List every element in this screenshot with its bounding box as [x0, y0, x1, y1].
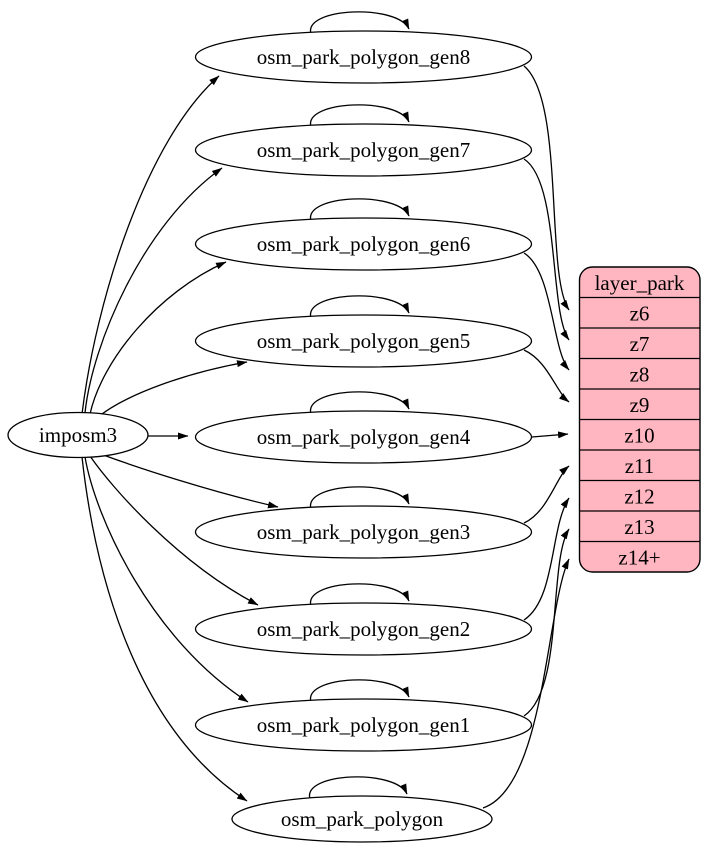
edge-imposm3-polygon — [81, 456, 248, 802]
node-imposm3: imposm3 — [7, 411, 149, 459]
edges-self-loops — [309, 11, 410, 800]
layer-row-z9: z9 — [630, 393, 650, 417]
gen1-ellipse — [194, 698, 533, 752]
gen2-label: osm_park_polygon_gen2 — [257, 617, 470, 641]
gen3-ellipse — [194, 505, 533, 559]
node-osm-park-polygon-gen4: osm_park_polygon_gen4 — [194, 410, 533, 464]
gen8-label: osm_park_polygon_gen8 — [257, 45, 470, 69]
self-loop-gen8 — [310, 11, 410, 35]
self-loop-gen2 — [310, 583, 410, 607]
edge-gen6-z8 — [523, 252, 570, 371]
layer-row-z13: z13 — [624, 515, 654, 539]
layer-row-z8: z8 — [630, 363, 650, 387]
node-osm-park-polygon-gen1: osm_park_polygon_gen1 — [194, 698, 533, 752]
node-osm-park-polygon-gen7: osm_park_polygon_gen7 — [194, 123, 533, 177]
layer-row-z12: z12 — [624, 485, 654, 509]
layer-row-z11: z11 — [625, 454, 655, 478]
edge-gen1-z13 — [523, 528, 570, 717]
node-osm-park-polygon-gen6: osm_park_polygon_gen6 — [194, 217, 533, 271]
edge-gen8-z6 — [523, 65, 570, 311]
self-loop-polygon — [309, 776, 408, 800]
imposm3-ellipse — [7, 411, 149, 459]
imposm3-label: imposm3 — [39, 423, 117, 447]
edge-gen7-z7 — [523, 158, 570, 341]
layer-row-z14: z14+ — [618, 546, 660, 570]
edge-gen3-z11 — [523, 465, 570, 524]
edges-source-to-tables — [81, 75, 279, 802]
gen5-label: osm_park_polygon_gen5 — [257, 329, 470, 353]
node-osm-park-polygon-gen2: osm_park_polygon_gen2 — [194, 602, 533, 656]
gen5-ellipse — [194, 314, 533, 368]
self-loop-gen5 — [310, 295, 410, 319]
edge-imposm3-gen3 — [97, 452, 279, 509]
edge-gen2-z12 — [523, 497, 570, 621]
edge-imposm3-gen6 — [89, 261, 227, 415]
self-loop-gen4 — [310, 391, 410, 415]
edges-tables-to-layer — [482, 65, 570, 809]
layer-park-title: layer_park — [595, 271, 685, 295]
node-layer-park: layer_park z6 z7 z8 z9 z10 z11 z12 z13 z… — [578, 266, 701, 573]
gen8-ellipse — [194, 30, 533, 84]
node-osm-park-polygon-gen5: osm_park_polygon_gen5 — [194, 314, 533, 368]
layer-row-z6: z6 — [630, 302, 650, 326]
gen3-label: osm_park_polygon_gen3 — [257, 520, 470, 544]
edge-imposm3-gen1 — [84, 456, 249, 703]
gen6-ellipse — [194, 217, 533, 271]
polygon-label: osm_park_polygon — [281, 807, 444, 831]
gen6-label: osm_park_polygon_gen6 — [257, 232, 470, 256]
self-loop-gen1 — [310, 679, 410, 703]
layer-row-z10: z10 — [624, 424, 654, 448]
gen1-label: osm_park_polygon_gen1 — [257, 713, 470, 737]
edge-imposm3-gen2 — [89, 455, 259, 606]
edge-polygon-z14 — [482, 558, 570, 809]
self-loop-gen6 — [310, 198, 410, 222]
edge-gen5-z9 — [523, 349, 570, 403]
layer-row-z7: z7 — [630, 332, 650, 356]
self-loop-gen7 — [310, 104, 410, 128]
edge-imposm3-gen5 — [97, 360, 248, 418]
node-osm-park-polygon: osm_park_polygon — [231, 795, 493, 843]
gen4-label: osm_park_polygon_gen4 — [257, 425, 471, 449]
edge-gen4-z10 — [531, 431, 569, 439]
polygon-ellipse — [231, 795, 493, 843]
edge-imposm3-gen7 — [84, 167, 223, 414]
gen2-ellipse — [194, 602, 533, 656]
node-osm-park-polygon-gen3: osm_park_polygon_gen3 — [194, 505, 533, 559]
gen7-ellipse — [194, 123, 533, 177]
edge-imposm3-gen8 — [81, 75, 220, 415]
gen7-label: osm_park_polygon_gen7 — [257, 138, 470, 162]
gen4-ellipse — [194, 410, 533, 464]
node-osm-park-polygon-gen8: osm_park_polygon_gen8 — [194, 30, 533, 84]
self-loop-gen3 — [310, 486, 410, 510]
